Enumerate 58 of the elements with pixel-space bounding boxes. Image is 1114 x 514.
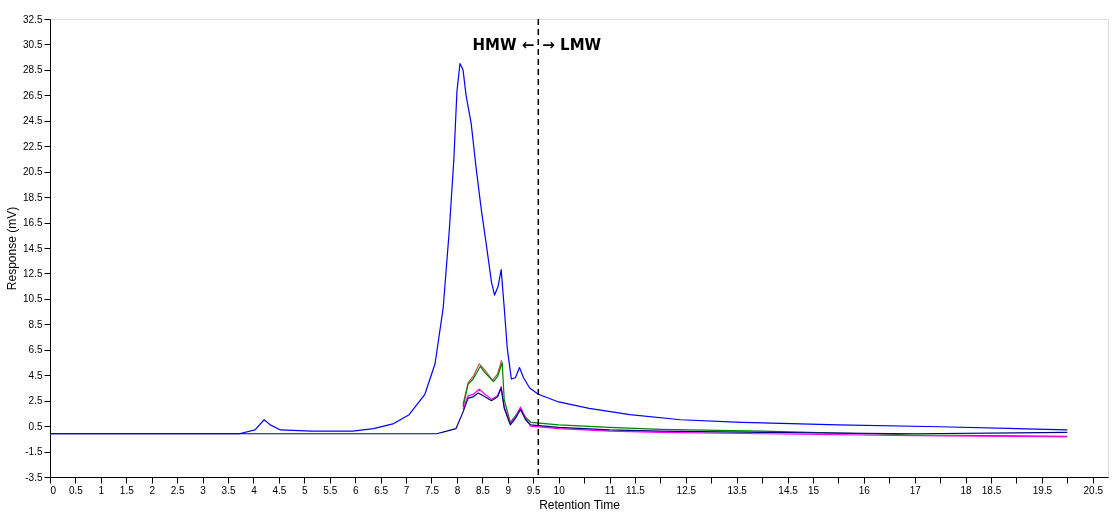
x-tick-label: 18 <box>960 484 973 496</box>
line-series <box>462 386 1068 438</box>
x-tick-label: 13.5 <box>727 484 748 496</box>
x-tick-label: 0.5 <box>68 484 84 496</box>
y-tick-label: 12.5 <box>23 267 43 279</box>
y-tick-label: 16.5 <box>23 217 43 229</box>
y-tick-label: 30.5 <box>23 38 43 50</box>
x-tick-label: 10 <box>553 484 566 496</box>
y-tick-label: 6.5 <box>28 344 43 356</box>
y-tick-label: 10.5 <box>23 293 43 305</box>
x-axis-title: Retention Time <box>539 497 621 512</box>
y-axis-title: Response (mV) <box>5 206 20 291</box>
x-tick-label: 5 <box>302 484 309 496</box>
y-tick-label: 24.5 <box>23 115 43 127</box>
x-tick-label: 1.5 <box>119 484 135 496</box>
x-tick-label: 5.5 <box>323 484 338 496</box>
y-tick-label: 0.5 <box>28 420 43 432</box>
line-series <box>49 387 1068 435</box>
y-tick-label: 18.5 <box>23 191 43 203</box>
y-tick-label: -1.5 <box>25 446 43 458</box>
x-tick-label: 16 <box>858 484 871 496</box>
x-tick-label: 3.5 <box>221 484 236 496</box>
annotation: HMW ← <box>472 36 535 54</box>
x-tick-label: 0 <box>50 484 57 496</box>
x-tick-label: 2.5 <box>170 484 186 496</box>
x-tick-label: 4 <box>251 484 258 496</box>
annotation: → LMW <box>542 36 602 54</box>
y-tick-label: 4.5 <box>28 369 43 381</box>
x-tick-label: 17 <box>909 484 922 496</box>
x-tick-label: 7 <box>403 484 410 496</box>
y-tick-label: 2.5 <box>28 395 43 407</box>
x-tick-label: 4.5 <box>272 484 287 496</box>
x-tick-label: 15 <box>807 484 820 496</box>
y-tick-label: 8.5 <box>28 318 43 330</box>
x-tick-label: 14.5 <box>778 484 799 496</box>
y-tick-label: 26.5 <box>23 89 43 101</box>
y-tick-label: 14.5 <box>23 242 43 254</box>
x-tick-label: 8.5 <box>475 484 491 496</box>
y-tick-label: 20.5 <box>23 166 43 178</box>
y-tick-label: 28.5 <box>23 64 43 76</box>
x-tick-label: 3 <box>200 484 207 496</box>
x-tick-label: 6.5 <box>374 484 389 496</box>
y-tick-label: 22.5 <box>23 140 43 152</box>
x-tick-label: 9 <box>505 484 512 496</box>
x-tick-label: 12.5 <box>676 484 697 496</box>
y-tick-label: -3.5 <box>25 471 43 483</box>
x-tick-label: 6 <box>352 484 359 496</box>
y-tick-label: 32.5 <box>23 13 43 25</box>
x-tick-label: 18.5 <box>981 484 1002 496</box>
x-tick-label: 8 <box>454 484 461 496</box>
x-tick-label: 19.5 <box>1032 484 1053 496</box>
x-tick-label: 11.5 <box>626 484 646 496</box>
x-tick-label: 7.5 <box>425 484 440 496</box>
x-tick-label: 1 <box>98 484 105 496</box>
x-tick-label: 2 <box>149 484 156 496</box>
x-tick-label: 20.5 <box>1083 484 1104 496</box>
x-tick-label: 9.5 <box>526 484 542 496</box>
x-tick-label: 11 <box>604 484 616 496</box>
